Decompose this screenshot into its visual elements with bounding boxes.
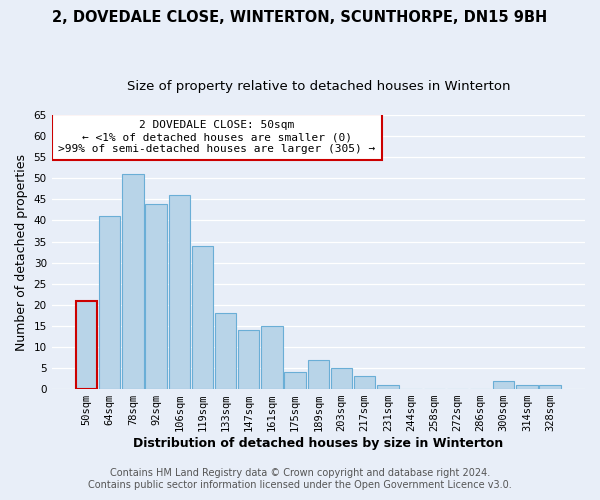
Bar xyxy=(192,246,213,389)
Text: 2 DOVEDALE CLOSE: 50sqm: 2 DOVEDALE CLOSE: 50sqm xyxy=(139,120,295,130)
Bar xyxy=(493,380,514,389)
Bar xyxy=(539,385,561,389)
Bar xyxy=(331,368,352,389)
Text: Contains HM Land Registry data © Crown copyright and database right 2024.
Contai: Contains HM Land Registry data © Crown c… xyxy=(88,468,512,490)
Bar xyxy=(215,313,236,389)
Text: 2, DOVEDALE CLOSE, WINTERTON, SCUNTHORPE, DN15 9BH: 2, DOVEDALE CLOSE, WINTERTON, SCUNTHORPE… xyxy=(52,10,548,25)
Bar xyxy=(122,174,143,389)
Bar xyxy=(76,300,97,389)
Text: >99% of semi-detached houses are larger (305) →: >99% of semi-detached houses are larger … xyxy=(58,144,376,154)
Bar xyxy=(308,360,329,389)
Bar xyxy=(284,372,306,389)
Bar xyxy=(377,385,398,389)
Bar xyxy=(99,216,121,389)
Bar xyxy=(262,326,283,389)
Title: Size of property relative to detached houses in Winterton: Size of property relative to detached ho… xyxy=(127,80,510,93)
Bar xyxy=(516,385,538,389)
X-axis label: Distribution of detached houses by size in Winterton: Distribution of detached houses by size … xyxy=(133,437,503,450)
Text: ← <1% of detached houses are smaller (0): ← <1% of detached houses are smaller (0) xyxy=(82,132,352,142)
Bar xyxy=(354,376,376,389)
Bar xyxy=(238,330,259,389)
Y-axis label: Number of detached properties: Number of detached properties xyxy=(15,154,28,350)
Bar xyxy=(145,204,167,389)
Bar xyxy=(169,195,190,389)
FancyBboxPatch shape xyxy=(52,114,382,160)
